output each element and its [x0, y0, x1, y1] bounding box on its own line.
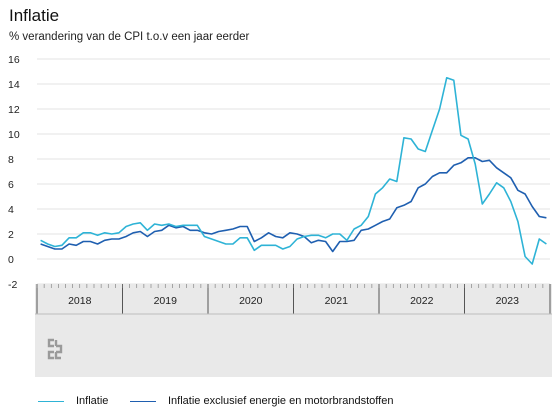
legend-swatch-inflatie	[38, 400, 64, 402]
y-tick-label: 12	[8, 104, 20, 116]
y-tick-label: 16	[8, 54, 20, 66]
y-tick-label: 2	[8, 229, 14, 241]
y-tick-label: -2	[8, 279, 17, 291]
x-tick-label: 2023	[496, 295, 520, 307]
y-tick-label: 6	[8, 179, 14, 191]
series-line-inflatie	[40, 77, 547, 265]
legend-item-inflatie: Inflatie	[38, 395, 108, 407]
y-tick-label: 10	[8, 129, 20, 141]
series-line-inflatie-exclusief	[40, 157, 547, 253]
y-tick-label: 14	[8, 79, 20, 91]
x-tick-label: 2018	[68, 295, 92, 307]
x-tick-label: 2021	[325, 295, 349, 307]
x-axis: 2018 2019 2020 2021 2022 2023	[35, 284, 552, 315]
x-tick-label: 2019	[154, 295, 178, 307]
y-tick-label: 4	[8, 204, 14, 216]
cbs-logo-icon	[47, 338, 63, 360]
y-axis: -2 0 2 4 6 8 10 12 14 16	[8, 54, 20, 291]
series-layer	[40, 77, 547, 265]
grid-layer	[37, 58, 550, 285]
x-tick-label: 2022	[410, 295, 434, 307]
x-tick-label: 2020	[239, 295, 263, 307]
legend-item-inflatie-exclusief: Inflatie exclusief energie en motorbrand…	[130, 395, 393, 407]
y-tick-label: 8	[8, 154, 14, 166]
y-tick-label: 0	[8, 254, 14, 266]
legend-swatch-inflatie-exclusief	[130, 400, 156, 402]
chart-subtitle: % verandering van de CPI t.o.v een jaar …	[9, 31, 250, 43]
legend-label-inflatie-exclusief: Inflatie exclusief energie en motorbrand…	[168, 395, 394, 407]
chart-title: Inflatie	[9, 6, 60, 25]
legend-label-inflatie: Inflatie	[76, 395, 109, 407]
